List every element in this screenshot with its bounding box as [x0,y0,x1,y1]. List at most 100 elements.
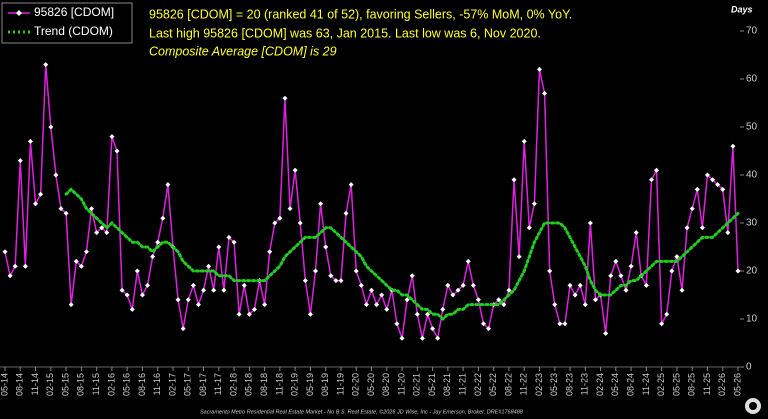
point [669,268,675,274]
x-tick-label: 11-20 [396,373,406,395]
point [730,143,736,149]
x-tick-label: 02-23 [534,373,544,396]
point [409,273,415,279]
point [185,297,191,303]
point [542,90,548,96]
x-tick-label: 02-17 [167,373,177,396]
point [587,220,593,226]
x-tick-label: 11-17 [213,373,223,395]
x-tick-label: 08-23 [564,373,574,396]
point [623,287,629,293]
point [22,263,28,269]
legend-label: Trend (CDOM) [34,24,113,38]
point [379,292,385,298]
axis-label: Days [731,4,753,14]
point [486,326,492,332]
point [282,95,288,101]
point [572,292,578,298]
x-tick-label: 05-23 [549,373,559,396]
x-tick-label: 02-18 [228,373,238,396]
point [435,335,441,341]
point [165,182,171,188]
point [7,273,13,279]
point [302,278,308,284]
x-tick-label: 08-15 [76,373,86,396]
point [333,278,339,284]
point [2,249,8,255]
point [475,297,481,303]
point [277,215,283,221]
point [440,306,446,312]
x-tick-label: 11-14 [30,373,40,395]
point [190,282,196,288]
point [516,254,522,260]
point [241,282,247,288]
point [73,258,79,264]
point [58,206,64,212]
x-tick-label: 05-15 [60,373,70,396]
point [404,297,410,303]
point [353,268,359,274]
x-tick-label: 05-21 [427,373,437,396]
point [674,254,680,260]
point [155,239,161,245]
x-tick-label: 08-22 [503,373,513,396]
point [363,302,369,308]
point [501,302,507,308]
x-tick-label: 02-22 [473,373,483,396]
y-tick-label: 30 [746,218,758,229]
point [17,158,23,164]
point [328,273,334,279]
point [424,311,430,317]
footer: Sacramento Metro Residential Real Estate… [200,408,524,415]
point [109,134,115,140]
point [221,287,227,293]
point [506,287,512,293]
point [628,263,634,269]
x-tick-label: 08-16 [137,373,147,396]
x-tick-label: 08-25 [687,373,697,396]
point [287,206,293,212]
point [33,201,39,207]
point [399,335,405,341]
x-tick-label: 08-19 [320,373,330,396]
point [419,335,425,341]
y-tick-label: 50 [746,122,758,133]
point [608,273,614,279]
point [78,263,84,269]
x-tick-label: 11-19 [335,373,345,395]
x-tick-label: 11-16 [152,373,162,395]
x-tick-label: 05-16 [122,373,132,396]
x-tick-label: 08-20 [381,373,391,396]
point [104,230,110,236]
point [246,311,252,317]
x-tick-label: 11-25 [702,373,712,395]
point [536,66,542,72]
point [313,268,319,274]
point [53,172,59,178]
y-tick-label: 60 [746,74,758,85]
point [323,244,329,250]
x-tick-label: 05-19 [305,373,315,396]
point [63,210,69,216]
point [124,292,130,298]
x-tick-label: 05-14 [0,373,9,396]
point [343,210,349,216]
point [216,244,222,250]
x-tick-label: 05-24 [610,373,620,396]
point [567,282,573,288]
point [68,302,74,308]
point [577,282,583,288]
point [694,186,700,192]
trend-line [64,187,740,322]
point [643,282,649,288]
point [679,287,685,293]
x-tick-label: 11-21 [458,373,468,395]
point [267,249,273,255]
x-tick-label: 08-18 [259,373,269,396]
point [480,321,486,327]
point [348,182,354,188]
point [496,297,502,303]
